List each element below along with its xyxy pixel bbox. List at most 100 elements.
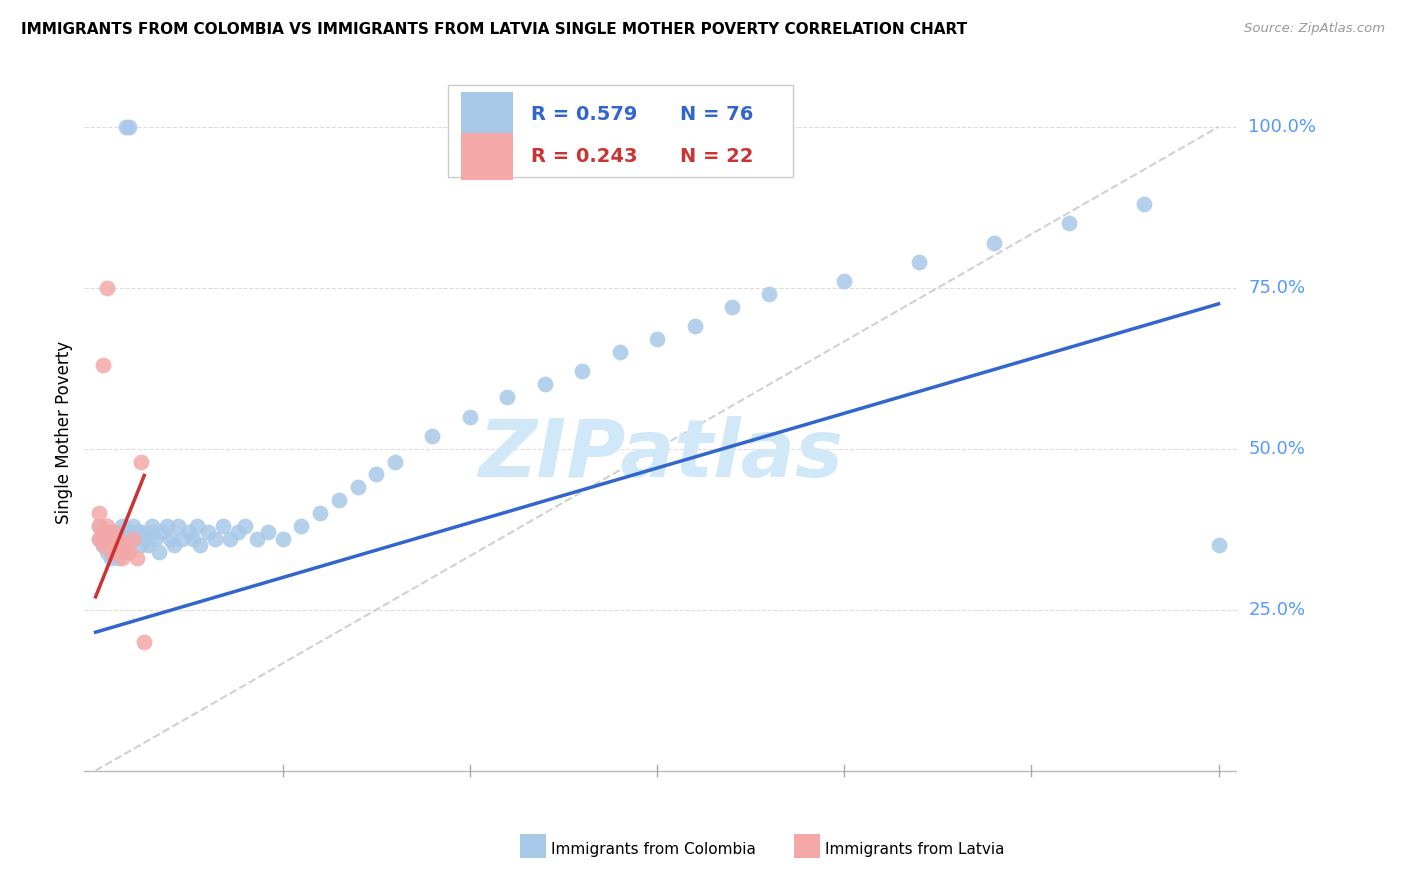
Point <box>197 525 219 540</box>
Point <box>122 519 145 533</box>
Point <box>96 545 118 559</box>
Point <box>118 120 141 134</box>
Point <box>159 532 181 546</box>
Point <box>163 538 186 552</box>
Point <box>129 454 152 468</box>
Point <box>129 538 152 552</box>
Point <box>271 532 294 546</box>
FancyBboxPatch shape <box>461 133 513 180</box>
Point <box>96 519 118 533</box>
Point <box>103 538 125 552</box>
Point <box>125 551 148 566</box>
Point <box>91 532 114 546</box>
Point <box>204 532 226 546</box>
FancyBboxPatch shape <box>447 85 793 178</box>
Point <box>107 532 129 546</box>
Point <box>609 345 631 359</box>
Point <box>89 506 111 520</box>
Text: 100.0%: 100.0% <box>1249 118 1316 136</box>
Point <box>89 532 111 546</box>
Point <box>219 532 242 546</box>
Point <box>107 525 129 540</box>
Point <box>167 519 190 533</box>
Point <box>212 519 235 533</box>
Point <box>100 545 122 559</box>
Point <box>89 519 111 533</box>
Point <box>118 525 141 540</box>
Point <box>100 525 122 540</box>
Point <box>533 377 555 392</box>
Point <box>422 429 444 443</box>
Text: N = 76: N = 76 <box>681 104 754 124</box>
Point <box>107 545 129 559</box>
Point <box>290 519 312 533</box>
Point <box>134 532 156 546</box>
Point <box>1057 216 1080 230</box>
Point <box>908 255 931 269</box>
Text: ZIPatlas: ZIPatlas <box>478 416 844 494</box>
Point <box>96 281 118 295</box>
Point <box>233 519 256 533</box>
Text: Immigrants from Colombia: Immigrants from Colombia <box>551 842 756 856</box>
Point <box>245 532 267 546</box>
Point <box>148 545 170 559</box>
Point <box>91 358 114 372</box>
Text: N = 22: N = 22 <box>681 147 754 166</box>
Point <box>91 538 114 552</box>
Point <box>129 525 152 540</box>
Point <box>100 551 122 566</box>
Point <box>309 506 332 520</box>
Point <box>89 532 111 546</box>
Point <box>458 409 481 424</box>
Point <box>170 532 193 546</box>
Point <box>107 538 129 552</box>
Point <box>832 274 855 288</box>
Point <box>103 545 125 559</box>
Point <box>134 635 156 649</box>
Point <box>103 525 125 540</box>
Point <box>118 538 141 552</box>
Point <box>983 235 1005 250</box>
Point <box>186 519 208 533</box>
Point <box>107 551 129 566</box>
Point <box>366 467 388 482</box>
Text: R = 0.243: R = 0.243 <box>530 147 637 166</box>
Point <box>89 519 111 533</box>
Point <box>384 454 406 468</box>
Text: 50.0%: 50.0% <box>1249 440 1305 458</box>
Point <box>141 519 163 533</box>
Point <box>256 525 278 540</box>
Point <box>328 493 350 508</box>
Point <box>91 538 114 552</box>
Point <box>190 538 212 552</box>
Point <box>156 519 179 533</box>
Point <box>96 532 118 546</box>
Point <box>96 525 118 540</box>
Point <box>346 480 368 494</box>
Text: 75.0%: 75.0% <box>1249 279 1306 297</box>
Text: Source: ZipAtlas.com: Source: ZipAtlas.com <box>1244 22 1385 36</box>
Point <box>141 525 163 540</box>
Text: IMMIGRANTS FROM COLOMBIA VS IMMIGRANTS FROM LATVIA SINGLE MOTHER POVERTY CORRELA: IMMIGRANTS FROM COLOMBIA VS IMMIGRANTS F… <box>21 22 967 37</box>
Point <box>111 519 134 533</box>
Point <box>758 287 780 301</box>
Point <box>181 532 204 546</box>
Point <box>114 538 136 552</box>
Point <box>114 532 136 546</box>
Point <box>96 532 118 546</box>
FancyBboxPatch shape <box>461 92 513 138</box>
Point <box>683 319 706 334</box>
Point <box>103 532 125 546</box>
Text: Immigrants from Latvia: Immigrants from Latvia <box>825 842 1005 856</box>
Point <box>91 525 114 540</box>
Point <box>125 525 148 540</box>
Point <box>136 538 159 552</box>
Point <box>91 525 114 540</box>
Point <box>100 538 122 552</box>
Point <box>226 525 249 540</box>
Point <box>118 545 141 559</box>
Point <box>114 545 136 559</box>
Point <box>721 300 744 314</box>
Text: R = 0.579: R = 0.579 <box>530 104 637 124</box>
Text: 25.0%: 25.0% <box>1249 600 1306 619</box>
